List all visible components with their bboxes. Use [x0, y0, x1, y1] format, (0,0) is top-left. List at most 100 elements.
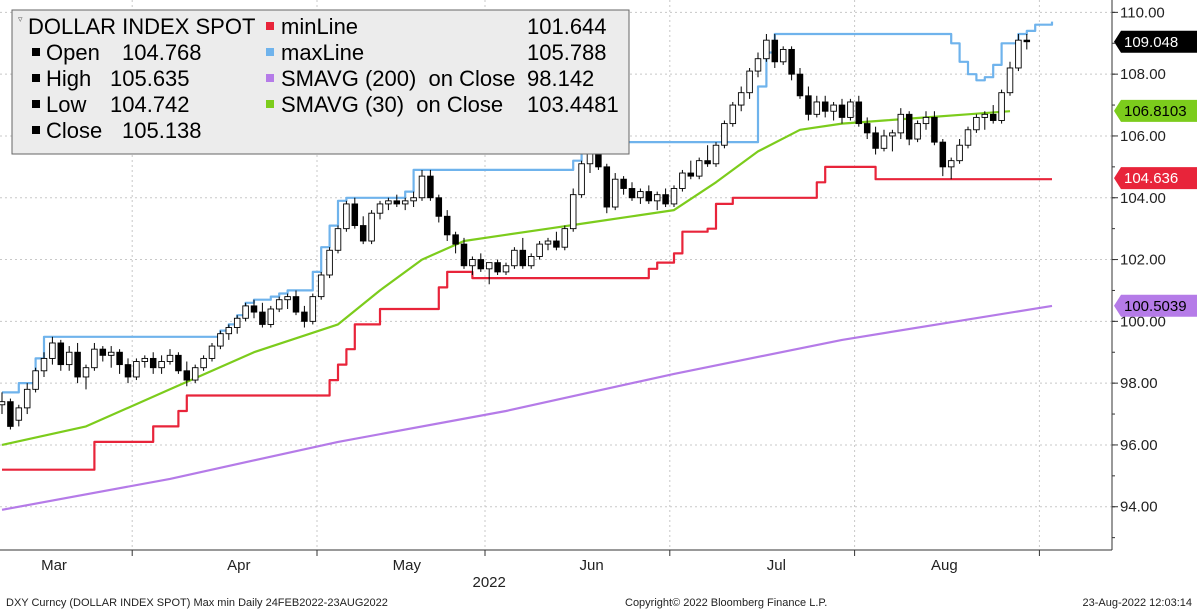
candle — [511, 247, 518, 269]
y-tick-label: 96.00 — [1120, 437, 1158, 454]
minline-line — [2, 165, 1052, 471]
candle — [872, 126, 879, 155]
candle — [250, 299, 258, 319]
ohlc-bullet-icon — [32, 74, 40, 82]
candle-body-down — [519, 249, 527, 267]
candle-body-down — [805, 95, 812, 115]
candle — [158, 355, 165, 374]
candle — [7, 398, 14, 430]
candle-body-up — [242, 305, 249, 319]
value-badge: 104.636 — [1114, 167, 1197, 190]
candle — [225, 324, 233, 340]
footer-copyright: Copyright© 2022 Bloomberg Finance L.P. — [625, 597, 827, 609]
value-badge-bg — [1114, 294, 1197, 317]
candle-body-up — [637, 191, 644, 199]
candle — [964, 126, 972, 149]
candle-body-up — [418, 175, 426, 199]
candle — [99, 346, 107, 362]
candle — [729, 101, 737, 127]
sma200-line — [1, 304, 1053, 511]
candle — [141, 355, 149, 368]
candle — [351, 197, 359, 229]
candle-body-up — [0, 401, 6, 406]
candle — [603, 163, 611, 214]
candle — [107, 346, 115, 368]
candle — [704, 145, 711, 167]
candle-body-up — [133, 361, 140, 378]
sma30-swatch-icon — [266, 100, 274, 108]
candle — [998, 89, 1005, 124]
candle-body-down — [939, 141, 947, 168]
candle-body-up — [1015, 39, 1022, 69]
candle-body-up — [729, 104, 737, 125]
x-year-label: 2022 — [473, 574, 506, 591]
value-badge: 100.5039 — [1114, 294, 1197, 317]
candle — [502, 262, 510, 275]
candle-body-down — [905, 113, 913, 140]
candle-body-up — [670, 188, 678, 205]
candle — [805, 86, 812, 121]
candle — [91, 342, 98, 371]
candle-body-up — [368, 212, 375, 242]
candle — [166, 349, 174, 365]
candle — [1015, 33, 1022, 72]
candle — [973, 114, 980, 133]
candle-body-up — [82, 367, 90, 378]
candle-body-down — [74, 351, 81, 378]
candle — [149, 352, 157, 374]
candle — [65, 346, 73, 371]
candle-body-up — [544, 240, 552, 245]
candle — [821, 95, 829, 118]
candle-body-up — [569, 194, 577, 230]
candle — [637, 188, 644, 204]
candle — [905, 111, 913, 146]
candle — [519, 237, 527, 269]
candle — [922, 111, 930, 130]
candle — [275, 296, 283, 313]
candle — [855, 95, 863, 127]
candle — [620, 176, 627, 195]
candle — [401, 197, 409, 211]
candle-body-down — [116, 351, 123, 366]
x-tick-label: Apr — [227, 557, 250, 574]
candle-body-down — [351, 203, 359, 227]
candle — [939, 139, 947, 177]
candle — [0, 392, 6, 415]
candle-body-up — [561, 228, 569, 248]
candle — [427, 169, 434, 201]
candle-body-up — [40, 357, 48, 372]
candle — [561, 225, 569, 251]
candle-body-up — [233, 317, 241, 328]
candle — [183, 361, 191, 387]
candle — [74, 342, 81, 384]
candle — [40, 352, 48, 377]
sma30-line — [1, 110, 1011, 446]
candle — [569, 188, 577, 232]
candle — [947, 157, 955, 180]
candle — [82, 364, 90, 390]
candle-body-down — [796, 73, 804, 97]
sma200-layer — [1, 304, 1053, 511]
candle-body-down — [477, 259, 485, 270]
legend-marker-icon: ▿ — [18, 14, 23, 24]
candle — [527, 253, 535, 269]
candle — [359, 216, 367, 245]
value-badge: 106.8103 — [1114, 99, 1197, 122]
candle-body-up — [847, 101, 854, 118]
candle — [15, 404, 23, 427]
candle — [611, 173, 619, 211]
candle-body-up — [141, 357, 149, 362]
candle-body-down — [603, 166, 611, 208]
candle-body-up — [527, 256, 535, 267]
candle-body-up — [469, 259, 476, 267]
candle — [334, 225, 342, 254]
candle — [477, 253, 485, 272]
candle-body-up — [998, 92, 1005, 121]
legend-sma30-value: 103.4481 — [527, 92, 619, 117]
value-badge-text: 109.048 — [1124, 34, 1178, 51]
legend-minline-value: 101.644 — [527, 14, 607, 39]
candle — [813, 95, 821, 118]
ohlc-bullet-icon — [32, 48, 40, 56]
candle — [485, 262, 493, 285]
